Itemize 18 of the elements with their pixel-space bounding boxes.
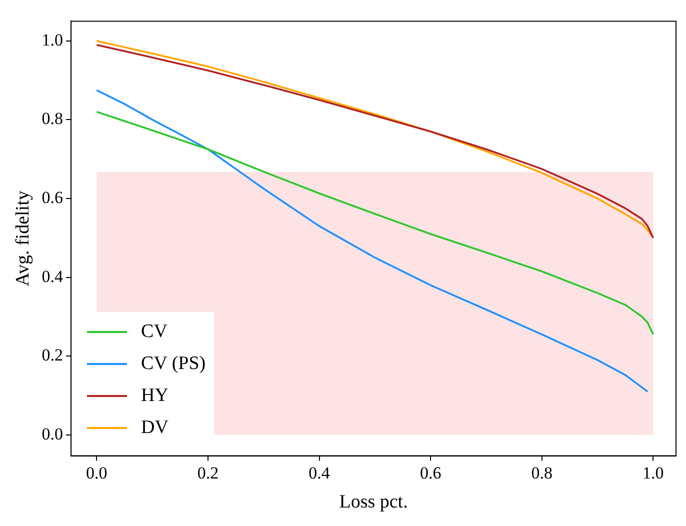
legend-label: HY [141, 384, 168, 407]
y-tick-label: 1.0 [42, 30, 64, 50]
x-tick-label: 0.2 [197, 463, 219, 482]
legend-label: DV [141, 416, 168, 439]
x-axis-title: Loss pct. [339, 492, 408, 513]
y-axis-title: Avg. fidelity [12, 190, 34, 286]
x-tick-label: 0.8 [531, 463, 552, 482]
y-tick-label: 0.6 [42, 188, 64, 207]
x-tick-label: 0.4 [308, 463, 330, 482]
legend-label: CV (PS) [141, 352, 206, 375]
y-tick-label: 0.2 [42, 346, 64, 365]
x-tick-label: 0.6 [420, 463, 442, 482]
y-tick-label: 0.0 [42, 424, 64, 444]
legend-label: CV [141, 320, 168, 343]
x-tick-label: 0.0 [86, 463, 108, 482]
x-tick-label: 1.0 [642, 463, 664, 482]
y-tick-label: 0.8 [42, 109, 64, 128]
y-tick-label: 0.4 [42, 266, 64, 286]
